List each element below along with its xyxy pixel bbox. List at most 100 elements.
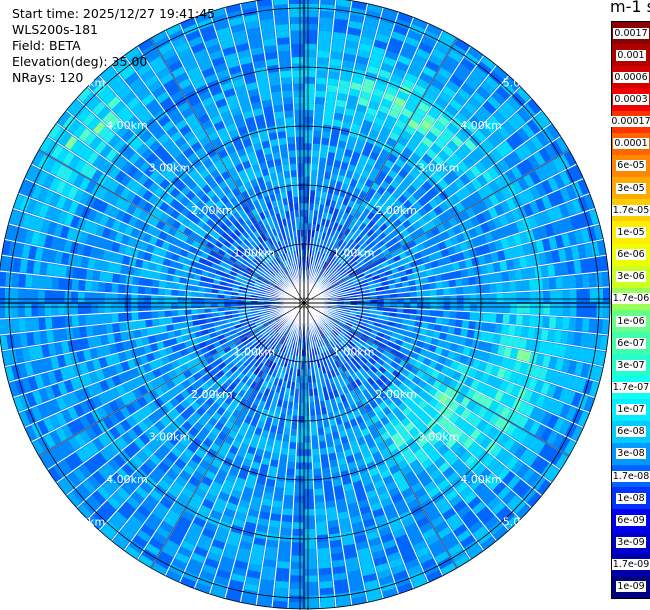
range-gate [166,125,179,137]
range-gate [79,268,87,280]
range-gate [428,408,438,419]
range-gate [123,147,136,160]
range-gate [179,142,190,153]
range-gate [379,575,394,586]
range-gate [377,569,392,579]
range-gate [544,369,555,383]
range-gate [320,600,335,609]
range-gate [282,164,290,172]
range-gate [412,385,423,395]
ray-separator [56,302,305,484]
range-gate [238,234,246,242]
range-gate [275,480,285,489]
range-gate [267,360,274,369]
ray-separator [4,302,305,368]
range-gate [193,516,206,528]
range-gate [329,322,337,328]
range-gate [395,365,405,373]
range-gate [132,535,148,548]
range-gate [476,382,486,393]
range-gate [443,341,452,350]
range-gate [61,409,73,423]
range-gate [320,10,334,19]
range-gate [323,117,333,126]
range-gate [250,381,258,390]
range-gate [199,136,211,147]
range-gate [295,469,304,476]
range-gate [392,470,404,481]
range-gate [235,512,247,522]
range-gate [56,443,70,458]
range-gate [290,575,303,583]
range-gate [389,383,398,392]
range-gate [171,282,180,290]
range-gate [67,99,81,114]
range-gate [271,370,278,378]
range-gate [487,458,500,472]
range-gate [104,71,119,85]
range-gate [57,291,65,302]
range-gate [298,409,304,417]
range-gate [171,481,184,493]
range-gate [469,520,484,534]
range-gate [342,313,349,318]
range-gate [71,279,79,291]
range-gate [238,427,247,437]
range-gate [325,500,336,508]
range-gate [124,225,134,236]
range-gate [545,342,554,355]
range-gate [184,297,191,303]
range-gate [249,502,261,511]
range-gate [381,533,394,544]
range-gate [434,346,443,355]
range-gate [280,321,287,328]
range-gate [170,504,184,516]
range-gate [312,455,321,463]
range-gate [15,348,24,363]
range-gate [159,273,168,281]
range-gate [224,420,234,430]
range-gate [345,322,353,327]
range-gate [262,267,270,274]
range-gate [265,275,272,282]
range-gate [56,148,70,163]
range-gate [289,388,295,396]
range-gate [438,383,448,393]
range-gate [144,518,159,532]
range-gate [104,303,112,313]
range-gate [356,458,366,468]
range-gate [131,312,139,321]
range-gate [259,288,266,293]
range-gate [196,189,206,200]
range-gate [289,334,294,341]
range-gate [165,281,173,289]
range-gate [345,557,359,566]
range-gate [30,360,41,375]
range-gate [246,362,254,370]
range-gate [443,310,451,318]
range-gate [291,43,303,51]
range-gate [427,510,441,522]
range-gate [348,350,356,358]
range-gate [464,424,476,437]
range-gate [383,503,396,514]
ray-separator [98,75,305,304]
range-gate [229,206,238,215]
range-gate [530,456,544,471]
range-gate [316,340,321,348]
range-gate [109,252,118,263]
range-gate [345,455,355,464]
range-gate [353,354,361,363]
range-gate [87,441,99,455]
range-gate [216,190,226,200]
range-gate [243,327,251,333]
range-gate [44,386,56,400]
range-gate [133,329,142,339]
range-gate [505,423,517,437]
range-gate [338,511,349,520]
range-gate [532,365,542,379]
range-gate [481,322,490,332]
range-gate [332,478,342,487]
range-gate [268,261,275,269]
range-gate [39,331,48,344]
